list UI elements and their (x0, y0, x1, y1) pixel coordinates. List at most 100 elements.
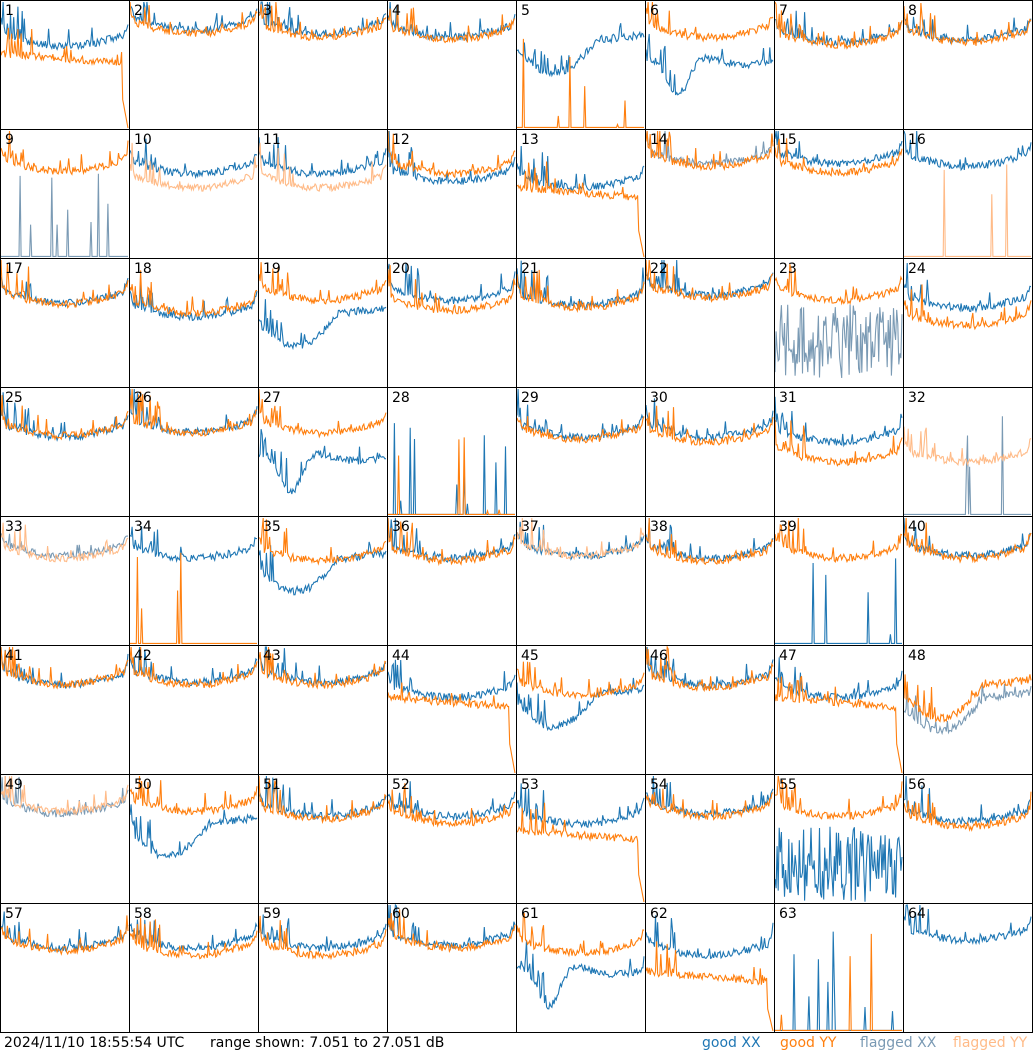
series-xx-41 (0, 646, 129, 690)
series-xx-50 (129, 804, 258, 860)
series-yy-9 (0, 130, 129, 176)
series-yy-35 (258, 517, 387, 566)
series-xx-15 (774, 130, 903, 168)
panel-62: 62 (645, 906, 774, 1032)
series-xx-42 (129, 646, 258, 687)
series-yy-12 (387, 130, 516, 179)
panel-label-26: 26 (134, 390, 152, 406)
panel-7: 7 (774, 1, 903, 50)
panel-label-55: 55 (779, 777, 797, 793)
panel-49: 49 (0, 775, 129, 818)
panel-44: 44 (387, 648, 516, 774)
series-xx-48 (903, 682, 1032, 736)
series-xx-18 (129, 283, 258, 322)
panel-40: 40 (903, 517, 1032, 564)
series-xx-19 (258, 299, 387, 351)
panel-59: 59 (258, 906, 387, 961)
legend-good-xx: good XX (702, 1035, 761, 1051)
panel-label-34: 34 (134, 519, 152, 535)
series-xx-24 (903, 262, 1032, 314)
panel-label-28: 28 (392, 390, 410, 406)
legend-good-yy: good YY (780, 1035, 837, 1051)
series-yy-45 (516, 661, 645, 700)
series-yy-57 (0, 915, 129, 956)
legend-flagged-xx: flagged XX (860, 1035, 937, 1051)
series-xx-9 (1, 173, 128, 257)
panel-61: 61 (516, 906, 645, 1010)
panel-label-6: 6 (650, 3, 659, 19)
panel-label-64: 64 (908, 906, 926, 922)
panel-label-3: 3 (263, 3, 272, 19)
series-xx-64 (903, 904, 1032, 946)
panel-33: 33 (0, 519, 129, 563)
panel-label-14: 14 (650, 132, 668, 148)
series-yy-47 (774, 675, 903, 774)
series-yy-44 (387, 682, 516, 774)
series-xx-27 (258, 428, 387, 495)
series-yy-6 (645, 1, 774, 43)
panel-label-50: 50 (134, 777, 152, 793)
panel-45: 45 (516, 648, 645, 732)
panel-1: 1 (0, 1, 129, 129)
panel-label-1: 1 (5, 3, 14, 19)
series-xx-31 (774, 396, 903, 448)
panel-label-9: 9 (5, 132, 14, 148)
series-xx-16 (903, 130, 1032, 172)
series-yy-5 (517, 38, 644, 128)
series-yy-50 (129, 775, 258, 816)
series-yy-8 (903, 2, 1032, 47)
series-yy-34 (130, 552, 257, 644)
panel-label-5: 5 (521, 3, 530, 19)
series-xx-35 (258, 541, 387, 596)
series-yy-24 (903, 284, 1032, 331)
series-yy-48 (903, 674, 1032, 723)
series-yy-56 (903, 791, 1032, 832)
panel-35: 35 (258, 517, 387, 596)
panel-label-40: 40 (908, 519, 926, 535)
panel-6: 6 (645, 1, 774, 96)
panel-label-30: 30 (650, 390, 668, 406)
timestamp: 2024/11/10 18:55:54 UTC (4, 1035, 185, 1051)
legend-flagged-yy: flagged YY (953, 1035, 1028, 1051)
panel-53: 53 (516, 777, 645, 903)
series-yy-3 (258, 1, 387, 41)
panel-18: 18 (129, 261, 258, 322)
series-yy-46 (645, 644, 774, 693)
panel-label-44: 44 (392, 648, 410, 664)
panel-label-62: 62 (650, 906, 668, 922)
panel-label-25: 25 (5, 390, 23, 406)
series-yy-10 (129, 142, 258, 193)
panel-label-39: 39 (779, 519, 797, 535)
panel-24: 24 (903, 261, 1032, 331)
series-yy-19 (258, 262, 387, 305)
panel-label-53: 53 (521, 777, 539, 793)
series-yy-42 (129, 646, 258, 689)
panel-label-22: 22 (650, 261, 668, 277)
panel-label-8: 8 (908, 3, 917, 19)
series-yy-2 (129, 1, 258, 39)
panel-36: 36 (387, 517, 516, 567)
series-yy-55 (775, 775, 903, 821)
panel-label-37: 37 (521, 519, 539, 535)
series-yy-61 (516, 912, 645, 958)
panel-label-61: 61 (521, 906, 539, 922)
series-xx-2 (129, 1, 258, 35)
panel-43: 43 (258, 646, 387, 690)
panel-29: 29 (516, 388, 645, 444)
panel-label-13: 13 (521, 132, 539, 148)
series-xx-13 (516, 145, 645, 193)
panel-label-52: 52 (392, 777, 410, 793)
panel-54: 54 (645, 775, 774, 822)
panel-label-10: 10 (134, 132, 152, 148)
series-yy-52 (387, 783, 516, 828)
series-xx-60 (387, 903, 516, 949)
series-yy-62 (645, 941, 774, 1032)
panel-60: 60 (387, 903, 516, 954)
panel-label-38: 38 (650, 519, 668, 535)
series-yy-20 (387, 265, 516, 316)
panel-27: 27 (258, 388, 387, 495)
panel-52: 52 (387, 777, 516, 828)
panel-19: 19 (258, 261, 387, 351)
series-xx-6 (645, 33, 774, 96)
series-xx-37 (516, 521, 645, 561)
